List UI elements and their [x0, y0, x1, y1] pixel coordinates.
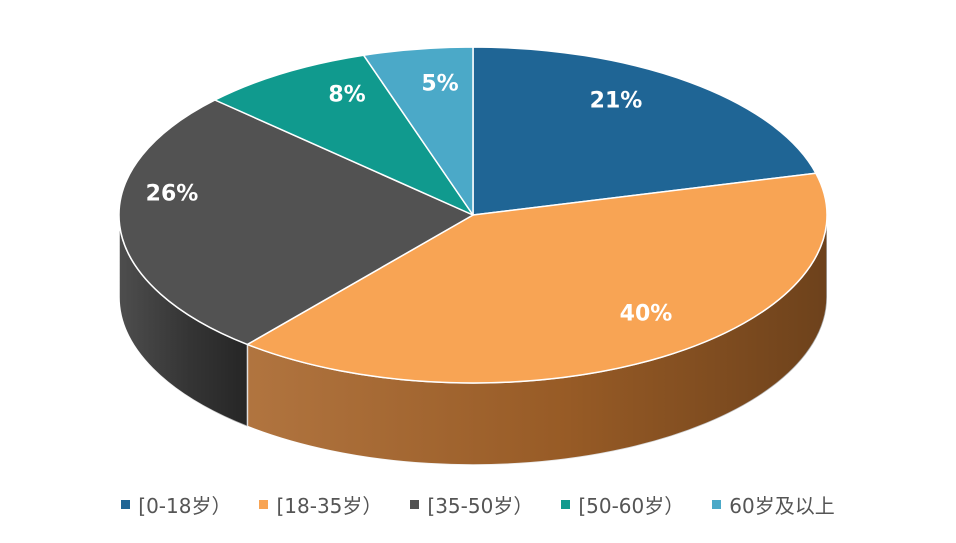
- legend-item: [18-35岁）: [259, 490, 382, 519]
- legend-item: 60岁及以上: [712, 490, 835, 519]
- pie-slice-2: [118, 99, 474, 346]
- pie-slice-1: [246, 172, 828, 384]
- pie-chart: 21% 40% 26% 8% 5%: [118, 46, 828, 466]
- pie-side-shade-2: [119, 215, 248, 427]
- data-label-3: 8%: [328, 83, 365, 108]
- data-label-2: 26%: [146, 182, 199, 207]
- legend-swatch: [410, 500, 420, 509]
- pie-slice-4: [362, 46, 474, 216]
- pie-side-shade-1: [247, 215, 828, 466]
- legend-item: [35-50岁）: [410, 490, 533, 519]
- legend-swatch: [121, 500, 131, 509]
- pie-slice-0: [472, 46, 817, 216]
- legend-swatch: [259, 500, 269, 509]
- data-labels: 21% 40% 26% 8% 5%: [146, 72, 673, 327]
- legend-item: [0-18岁）: [121, 490, 231, 519]
- legend-label: [50-60岁）: [578, 494, 685, 518]
- legend-label: [18-35岁）: [276, 494, 383, 518]
- legend-label: [35-50岁）: [427, 494, 534, 518]
- data-label-0: 21%: [590, 89, 643, 114]
- pie-slices: [118, 46, 828, 384]
- pie-slice-3: [214, 54, 474, 216]
- legend-swatch: [561, 500, 571, 509]
- legend-swatch: [712, 500, 722, 509]
- pie-sides: [118, 214, 828, 466]
- legend-label: 60岁及以上: [729, 494, 835, 518]
- legend: [0-18岁） [18-35岁） [35-50岁） [50-60岁） 60岁及以上: [0, 490, 956, 519]
- legend-item: [50-60岁）: [561, 490, 684, 519]
- legend-label: [0-18岁）: [138, 494, 232, 518]
- data-label-1: 40%: [620, 302, 673, 327]
- data-label-4: 5%: [421, 72, 458, 97]
